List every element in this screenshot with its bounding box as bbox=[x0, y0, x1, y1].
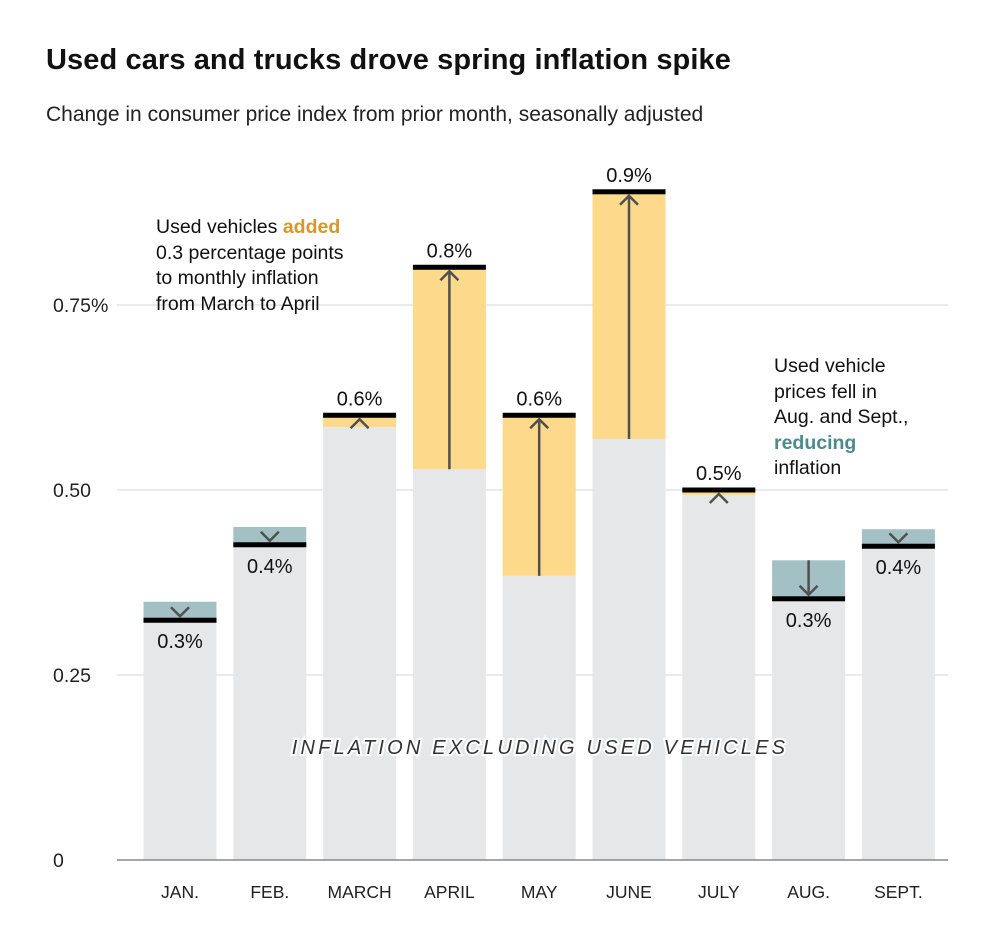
data-label: 0.5% bbox=[696, 463, 742, 485]
annotation-line: from March to April bbox=[156, 292, 320, 315]
y-tick-label: 0.50 bbox=[53, 480, 91, 502]
data-label: 0.9% bbox=[606, 165, 652, 187]
x-tick-label: MARCH bbox=[328, 882, 392, 902]
arrow-up-icon bbox=[349, 417, 370, 430]
arrow-up-icon bbox=[708, 492, 729, 504]
annotation-line: Aug. and Sept., bbox=[774, 406, 909, 428]
annotation-highlight-reducing: reducing bbox=[774, 431, 857, 454]
x-tick-label: AUG. bbox=[787, 882, 830, 902]
data-label: 0.4% bbox=[247, 556, 293, 578]
arrow-up-icon bbox=[529, 417, 550, 430]
bar-decrease bbox=[233, 527, 307, 545]
bar-base bbox=[233, 544, 307, 860]
x-tick-label: JUNE bbox=[606, 882, 652, 902]
x-tick-label: JULY bbox=[698, 882, 740, 902]
annotation-line: inflation bbox=[774, 457, 842, 479]
total-line bbox=[592, 189, 666, 195]
y-tick-label: 0.75% bbox=[53, 295, 108, 317]
bar-decrease bbox=[861, 529, 935, 547]
total-line bbox=[682, 487, 756, 493]
data-label: 0.4% bbox=[876, 557, 922, 579]
total-line bbox=[233, 542, 307, 548]
chart-subtitle: Change in consumer price index from prio… bbox=[46, 103, 704, 126]
total-line bbox=[143, 617, 217, 623]
arrow-down-icon bbox=[170, 606, 190, 619]
bar-base bbox=[682, 495, 756, 860]
bar-base bbox=[143, 620, 217, 860]
annotation-reducing: Used vehicle prices fell in Aug. and Sep… bbox=[774, 354, 908, 482]
data-label: 0.6% bbox=[337, 388, 383, 410]
arrow-down-icon bbox=[888, 532, 909, 545]
y-tick-label: 0 bbox=[53, 850, 64, 872]
x-tick-label: JAN. bbox=[161, 882, 199, 902]
total-line bbox=[412, 264, 486, 270]
bar-base bbox=[323, 427, 397, 860]
annotation-line: Used vehicle bbox=[774, 355, 886, 377]
arrow-down-icon bbox=[798, 584, 819, 597]
annotation-highlight-added: added bbox=[282, 216, 341, 238]
bar-base bbox=[772, 598, 846, 860]
annotation-line: to monthly inflation bbox=[156, 267, 319, 289]
annotation-text: Used vehicles bbox=[156, 216, 283, 238]
x-tick-label: MAY bbox=[521, 882, 558, 902]
annotation-line: prices fell in bbox=[774, 380, 877, 403]
arrow-up-icon bbox=[619, 194, 639, 206]
total-line bbox=[861, 543, 935, 549]
bar-base bbox=[592, 438, 666, 860]
series-label: INFLATION EXCLUDING USED VEHICLES bbox=[292, 737, 788, 759]
total-line bbox=[502, 412, 576, 418]
x-tick-label: APRIL bbox=[424, 882, 475, 902]
data-label: 0.6% bbox=[516, 388, 562, 410]
data-label: 0.3% bbox=[786, 610, 832, 632]
bar-increase bbox=[323, 415, 397, 428]
chart-title: Used cars and trucks drove spring inflat… bbox=[46, 44, 731, 76]
arrow-up-icon bbox=[439, 269, 460, 282]
annotation-line: 0.3 percentage points bbox=[156, 241, 344, 264]
y-tick-label: 0.25 bbox=[53, 665, 91, 687]
x-tick-label: FEB. bbox=[250, 882, 289, 902]
bar-decrease bbox=[143, 601, 217, 621]
bar-base bbox=[861, 546, 935, 860]
total-line bbox=[772, 596, 846, 602]
x-tick-label: SEPT. bbox=[874, 882, 923, 902]
annotation-added: Used vehicles added 0.3 percentage point… bbox=[156, 215, 344, 317]
total-line bbox=[323, 412, 397, 418]
bar-base bbox=[502, 575, 576, 860]
data-label: 0.3% bbox=[157, 631, 203, 653]
bar-base bbox=[412, 469, 486, 860]
arrow-down-icon bbox=[259, 530, 280, 543]
data-label: 0.8% bbox=[427, 240, 473, 262]
